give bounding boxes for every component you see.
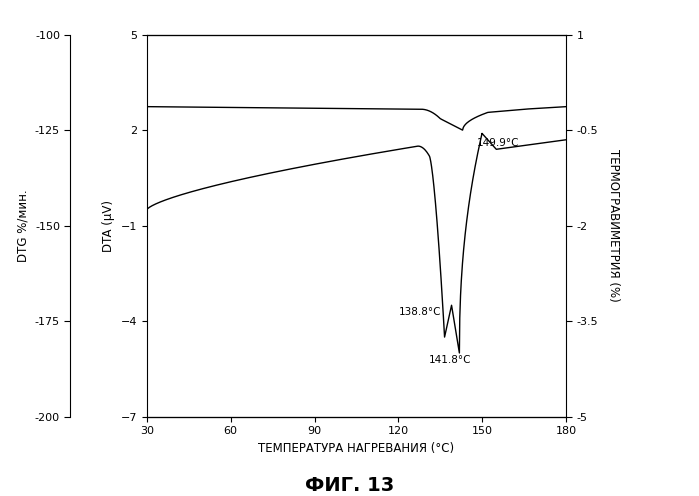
Text: 141.8°C: 141.8°C <box>429 355 472 365</box>
Y-axis label: DTG %/мин.: DTG %/мин. <box>16 189 29 262</box>
Y-axis label: DTA (µV): DTA (µV) <box>102 200 115 251</box>
Text: 149.9°C: 149.9°C <box>477 138 519 148</box>
Y-axis label: ТЕРМОГРАВИМЕТРИЯ (%): ТЕРМОГРАВИМЕТРИЯ (%) <box>607 149 619 302</box>
Text: 138.8°C: 138.8°C <box>398 307 441 317</box>
Text: ФИГ. 13: ФИГ. 13 <box>305 476 394 495</box>
X-axis label: ТЕМПЕРАТУРА НАГРЕВАНИЯ (°С): ТЕМПЕРАТУРА НАГРЕВАНИЯ (°С) <box>259 442 454 455</box>
